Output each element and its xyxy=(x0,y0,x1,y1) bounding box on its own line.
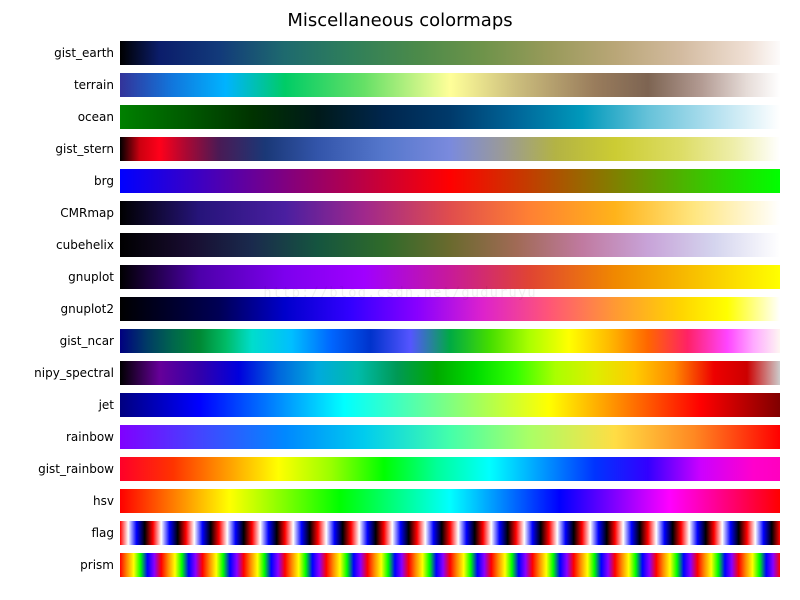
colormap-chart: Miscellaneous colormaps gist_earthterrai… xyxy=(0,0,800,600)
colormap-row: gist_stern xyxy=(120,137,780,161)
colormap-row: flag xyxy=(120,521,780,545)
colormap-row: ocean xyxy=(120,105,780,129)
colormap-label: CMRmap xyxy=(20,206,114,220)
colormap-label: rainbow xyxy=(20,430,114,444)
colormap-bar xyxy=(120,457,780,481)
colormap-label: ocean xyxy=(20,110,114,124)
colormap-row: CMRmap xyxy=(120,201,780,225)
colormap-label: terrain xyxy=(20,78,114,92)
colormap-bar xyxy=(120,41,780,65)
colormap-bar xyxy=(120,329,780,353)
colormap-bar xyxy=(120,361,780,385)
colormap-row: terrain xyxy=(120,73,780,97)
colormap-bar xyxy=(120,425,780,449)
colormap-label: brg xyxy=(20,174,114,188)
colormap-bar xyxy=(120,73,780,97)
colormap-label: flag xyxy=(20,526,114,540)
colormap-row: rainbow xyxy=(120,425,780,449)
colormap-label: gnuplot xyxy=(20,270,114,284)
colormap-bar xyxy=(120,233,780,257)
colormap-rows: gist_earthterrain ocean gist_sternbrg CMRma… xyxy=(20,41,780,580)
colormap-label: prism xyxy=(20,558,114,572)
colormap-bar xyxy=(120,201,780,225)
colormap-bar xyxy=(120,297,780,321)
colormap-bar xyxy=(120,169,780,193)
colormap-row: gist_earth xyxy=(120,41,780,65)
colormap-label: hsv xyxy=(20,494,114,508)
colormap-row: gist_rainbow xyxy=(120,457,780,481)
colormap-row: gnuplot xyxy=(120,265,780,289)
colormap-bar xyxy=(120,521,780,545)
colormap-label: nipy_spectral xyxy=(20,366,114,380)
colormap-row: hsv xyxy=(120,489,780,513)
colormap-bar xyxy=(120,489,780,513)
colormap-row: brg xyxy=(120,169,780,193)
colormap-label: cubehelix xyxy=(20,238,114,252)
colormap-label: gnuplot2 xyxy=(20,302,114,316)
colormap-row: gnuplot2 xyxy=(120,297,780,321)
colormap-label: gist_rainbow xyxy=(20,462,114,476)
colormap-bar xyxy=(120,265,780,289)
colormap-bar xyxy=(120,393,780,417)
colormap-bar xyxy=(120,105,780,129)
colormap-bar xyxy=(120,553,780,577)
colormap-label: gist_stern xyxy=(20,142,114,156)
colormap-row: gist_ncar xyxy=(120,329,780,353)
colormap-label: gist_earth xyxy=(20,46,114,60)
colormap-row: cubehelix xyxy=(120,233,780,257)
colormap-bar xyxy=(120,137,780,161)
colormap-label: jet xyxy=(20,398,114,412)
colormap-label: gist_ncar xyxy=(20,334,114,348)
chart-title: Miscellaneous colormaps xyxy=(20,10,780,31)
colormap-row: prism xyxy=(120,553,780,577)
colormap-row: nipy_spectral xyxy=(120,361,780,385)
colormap-row: jet xyxy=(120,393,780,417)
